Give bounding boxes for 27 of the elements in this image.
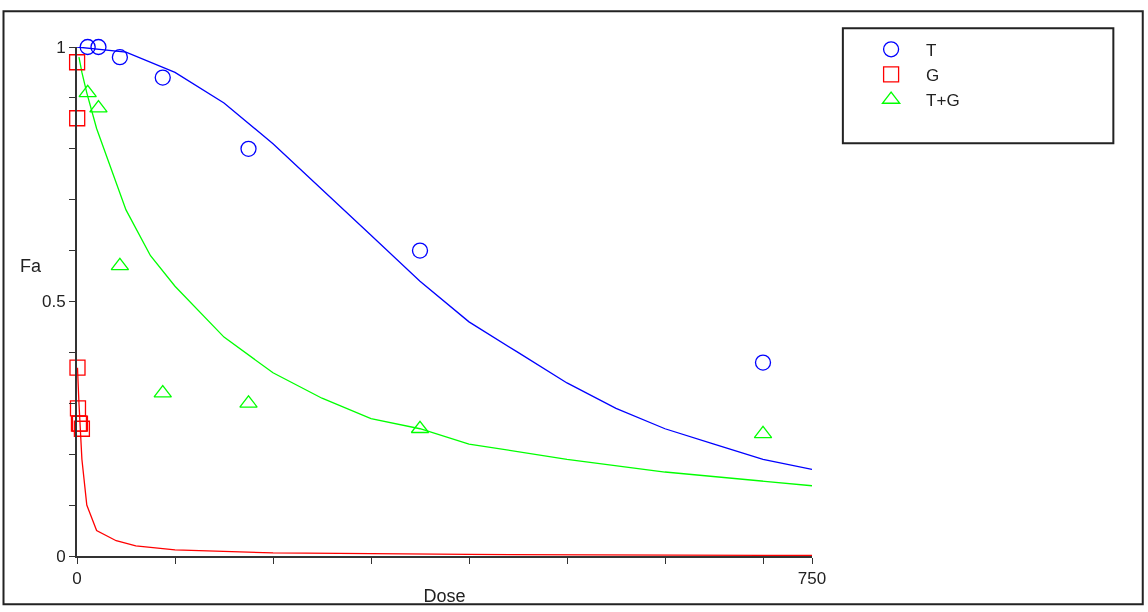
legend-label: G (926, 66, 940, 86)
point (753, 425, 773, 439)
point (89, 99, 108, 113)
point (154, 69, 171, 86)
point (153, 384, 173, 398)
y-tick-label: 0 (56, 546, 66, 566)
point (111, 49, 129, 66)
x-tick-label: 750 (797, 569, 827, 589)
y-tick-label: 0.5 (41, 292, 66, 312)
point (110, 257, 130, 271)
y-axis-title: Fa (20, 256, 42, 276)
point (754, 354, 772, 371)
point (68, 54, 86, 71)
point (69, 110, 86, 127)
point (69, 400, 87, 417)
point (411, 242, 429, 259)
point (410, 420, 430, 434)
legend-label: T+G (926, 91, 960, 111)
x-axis-title: Dose (423, 586, 466, 606)
legend-label: T (926, 40, 937, 60)
point (78, 84, 97, 98)
y-tick-label: 1 (56, 37, 66, 57)
point (69, 359, 86, 376)
point (79, 38, 96, 56)
point (240, 140, 257, 157)
point (73, 420, 91, 437)
point (90, 38, 107, 56)
